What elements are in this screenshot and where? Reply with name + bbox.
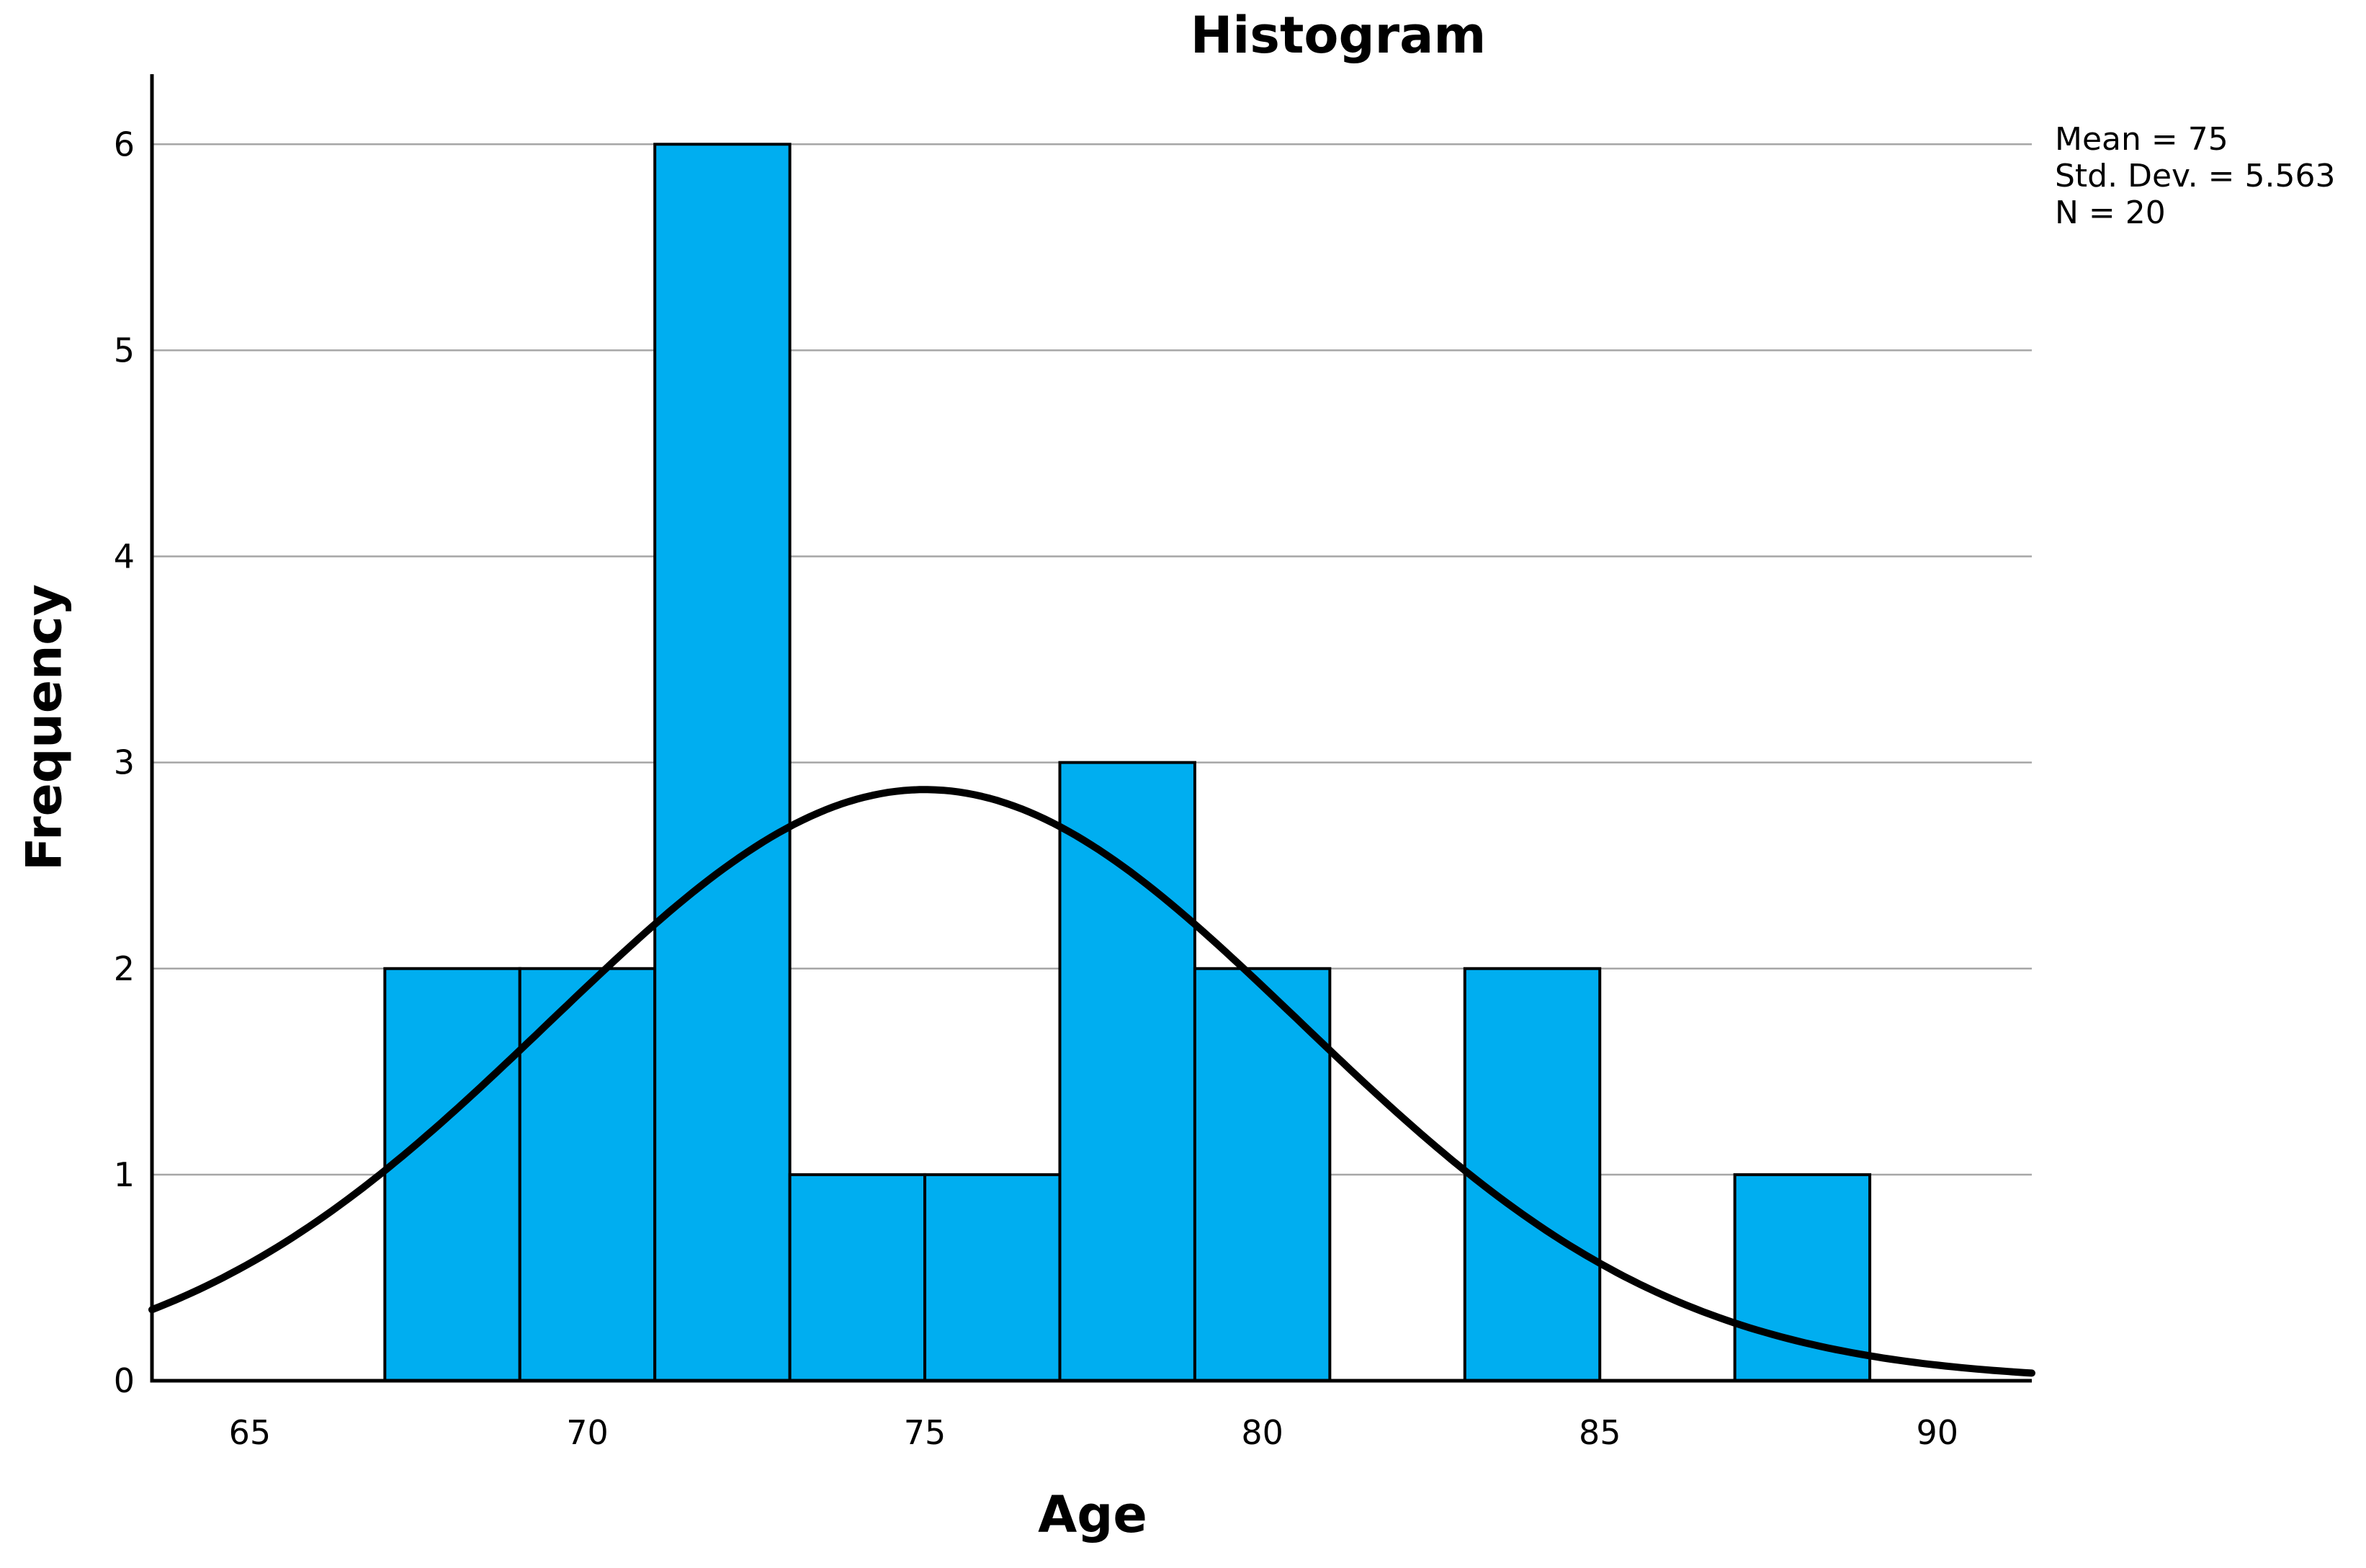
histogram-bar (383, 967, 521, 1382)
x-tick-label: 65 (229, 1413, 272, 1452)
histogram-bar (1463, 967, 1602, 1382)
histogram-bar (788, 1173, 927, 1382)
histogram-bar (653, 143, 792, 1382)
x-tick-label: 90 (1917, 1413, 1959, 1452)
stat-mean: Mean = 75 (2055, 121, 2228, 158)
x-tick-label: 75 (904, 1413, 946, 1452)
stat-n: N = 20 (2055, 194, 2166, 231)
y-tick-label: 0 (114, 1361, 135, 1400)
x-axis-title: Age (1038, 1485, 1147, 1544)
stat-std-dev: Std. Dev. = 5.563 (2055, 158, 2336, 194)
y-tick-label: 1 (114, 1155, 135, 1194)
histogram-bar (1058, 761, 1196, 1382)
chart-title: Histogram (1190, 6, 1487, 65)
y-tick-label: 5 (114, 331, 135, 369)
y-tick-label: 3 (114, 743, 135, 782)
x-tick-label: 70 (566, 1413, 609, 1452)
y-axis-title: Frequency (16, 583, 73, 872)
y-tick-label: 4 (114, 537, 135, 576)
normal-curve (148, 786, 2035, 1377)
y-tick-label: 6 (114, 125, 135, 163)
histogram-bar (923, 1173, 1062, 1382)
stats-box: Mean = 75 Std. Dev. = 5.563 N = 20 (2055, 121, 2335, 231)
histogram-bar (1193, 967, 1332, 1382)
y-tick-label: 2 (114, 949, 135, 988)
histogram-bar (1733, 1173, 1872, 1382)
x-tick-label: 85 (1579, 1413, 1621, 1452)
x-tick-label: 80 (1241, 1413, 1283, 1452)
